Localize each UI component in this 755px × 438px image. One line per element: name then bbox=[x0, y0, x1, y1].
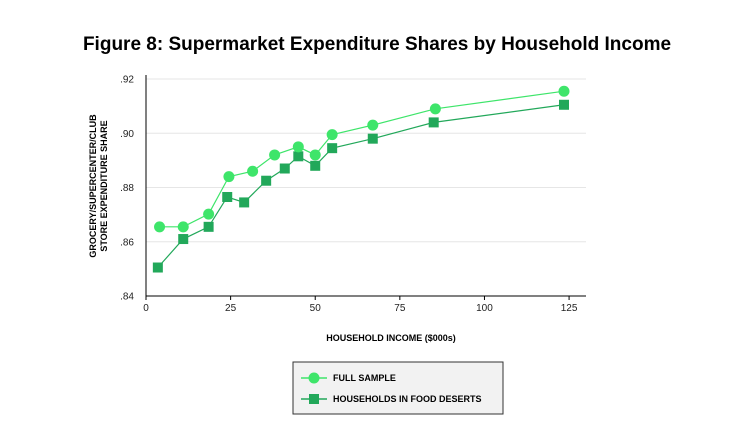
y-tick-label: .92 bbox=[120, 75, 134, 86]
y-tick-label: .88 bbox=[120, 183, 134, 194]
chart-title: Figure 8: Supermarket Expenditure Shares… bbox=[83, 34, 671, 55]
data-point-square bbox=[367, 133, 378, 144]
data-point-square bbox=[152, 262, 163, 273]
y-tick-labels: .84 .86 .88 .90 .92 bbox=[120, 75, 134, 303]
data-point-square bbox=[279, 163, 290, 174]
legend: FULL SAMPLE HOUSEHOLDS IN FOOD DESERTS bbox=[292, 361, 504, 415]
y-tick-label: .90 bbox=[120, 129, 134, 140]
data-point-circle bbox=[177, 221, 189, 233]
data-point-square bbox=[327, 143, 338, 154]
gridlines bbox=[146, 78, 586, 243]
y-axis-label: GROCERY/SUPERCENTER/CLUB STORE EXPENDITU… bbox=[88, 114, 109, 258]
data-point-square bbox=[178, 234, 189, 245]
data-point-square bbox=[239, 197, 250, 208]
data-point-circle bbox=[558, 85, 570, 97]
data-point-square bbox=[310, 160, 321, 171]
data-point-circle bbox=[223, 171, 235, 183]
x-tick-label: 25 bbox=[225, 303, 237, 314]
data-point-circle bbox=[309, 149, 321, 161]
x-tick-label: 75 bbox=[394, 303, 406, 314]
x-tick-label: 100 bbox=[476, 303, 493, 314]
data-point-circle bbox=[326, 129, 338, 141]
data-point-circle bbox=[367, 119, 379, 131]
x-tick-labels: 0 25 50 75 100 125 bbox=[143, 303, 578, 314]
y-axis-label-line-2: STORE EXPENDITURE SHARE bbox=[99, 120, 109, 251]
axes bbox=[145, 75, 586, 300]
data-point-circle bbox=[292, 141, 304, 153]
series-food-deserts bbox=[152, 99, 569, 273]
legend-label-full-sample: FULL SAMPLE bbox=[333, 373, 396, 383]
data-point-square bbox=[559, 99, 569, 110]
data-point-circle bbox=[429, 103, 441, 115]
legend-box bbox=[292, 361, 504, 415]
legend-label-food-deserts: HOUSEHOLDS IN FOOD DESERTS bbox=[333, 394, 482, 404]
data-point-square bbox=[428, 117, 439, 128]
series-line bbox=[157, 104, 565, 268]
x-tick-label: 50 bbox=[310, 303, 322, 314]
y-tick-label: .84 bbox=[120, 292, 134, 303]
data-point-square bbox=[293, 151, 304, 162]
data-point-square bbox=[222, 191, 233, 202]
data-point-circle bbox=[154, 221, 166, 233]
legend-marker-full-sample bbox=[308, 372, 320, 384]
y-tick-label: .86 bbox=[120, 237, 134, 248]
series-layer bbox=[152, 85, 570, 273]
x-tick-label: 0 bbox=[143, 303, 149, 314]
data-point-circle bbox=[247, 165, 259, 177]
data-point-square bbox=[203, 221, 214, 232]
data-point-circle bbox=[203, 208, 215, 220]
x-tick-label: 125 bbox=[561, 303, 578, 314]
series-full-sample bbox=[154, 85, 570, 233]
x-axis-label: HOUSEHOLD INCOME ($000s) bbox=[326, 333, 456, 343]
legend-marker-food-deserts bbox=[309, 394, 319, 404]
y-axis-label-line-1: GROCERY/SUPERCENTER/CLUB bbox=[88, 114, 98, 258]
data-point-circle bbox=[269, 149, 281, 161]
data-point-square bbox=[261, 175, 272, 186]
series-line bbox=[159, 90, 565, 228]
